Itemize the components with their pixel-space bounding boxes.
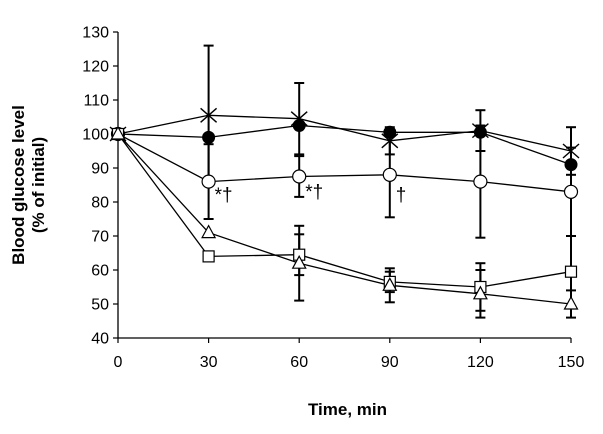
series-line-filled-circle	[117, 124, 572, 166]
data-point-filled-circle	[292, 119, 306, 132]
data-point-open-square	[202, 250, 215, 263]
series-line-open-triangle	[117, 133, 572, 305]
data-point-open-circle	[473, 174, 488, 189]
data-point-open-circle	[292, 169, 307, 184]
y-tick-label: 40	[91, 331, 109, 348]
data-point-open-square	[564, 265, 578, 278]
data-point-open-circle	[382, 167, 397, 182]
y-tick-label: 80	[91, 195, 109, 212]
data-point-open-circle	[201, 174, 216, 189]
data-point-open-triangle	[563, 295, 579, 310]
y-tick-label: 60	[91, 263, 109, 280]
data-point-x	[200, 107, 218, 123]
y-axis-title-line: Blood glucose level	[9, 105, 28, 265]
significance-marker: †	[396, 185, 407, 206]
data-point-open-triangle	[110, 125, 126, 140]
series-line-open-circle	[117, 133, 572, 193]
axis-labels: Time, min Blood glucose level (% of initia…	[9, 105, 387, 419]
x-tick-label: 30	[200, 354, 218, 371]
data-point-open-triangle	[382, 277, 398, 291]
significance-marker: *†	[215, 185, 233, 206]
x-tick-label: 150	[558, 354, 585, 371]
data-point-open-triangle	[201, 224, 217, 239]
y-tick-label: 100	[82, 127, 109, 144]
x-marker-stroke	[200, 107, 218, 123]
y-tick-label: 110	[83, 93, 109, 110]
y-axis-title-line: (% of initial)	[29, 137, 48, 233]
data-point-filled-circle	[202, 130, 216, 144]
y-tick-label: 120	[82, 59, 109, 76]
data-point-open-circle	[563, 184, 579, 199]
x-tick-label: 90	[381, 354, 399, 371]
series-lines	[117, 114, 572, 305]
x-tick-label: 120	[467, 354, 494, 371]
x-marker-stroke	[562, 143, 580, 159]
data-point-open-triangle	[472, 285, 488, 300]
data-point-filled-circle	[473, 125, 487, 139]
significance-marker: *†	[305, 182, 323, 203]
y-tick-label: 90	[91, 161, 109, 178]
series-line-open-square	[117, 133, 572, 288]
chart-axes: 40 50 60 70 80 90 100 110 120 130 0 30 60 90 120 150	[82, 25, 584, 372]
x-axis-title: Time, min	[308, 400, 387, 419]
x-tick-label: 0	[114, 354, 123, 371]
data-point-filled-circle	[564, 158, 578, 172]
series-markers	[109, 107, 580, 310]
data-point-x	[562, 143, 580, 159]
series-line-x	[117, 114, 572, 152]
data-point-x	[381, 133, 399, 149]
y-tick-label: 50	[91, 297, 109, 314]
y-tick-label: 70	[91, 229, 109, 246]
y-tick-label: 130	[82, 25, 109, 42]
data-point-filled-circle	[383, 125, 397, 139]
significance-annotations: *† *† †	[215, 182, 407, 206]
x-tick-label: 60	[290, 354, 308, 371]
x-marker-stroke	[381, 133, 399, 149]
data-point-open-triangle	[291, 254, 307, 269]
